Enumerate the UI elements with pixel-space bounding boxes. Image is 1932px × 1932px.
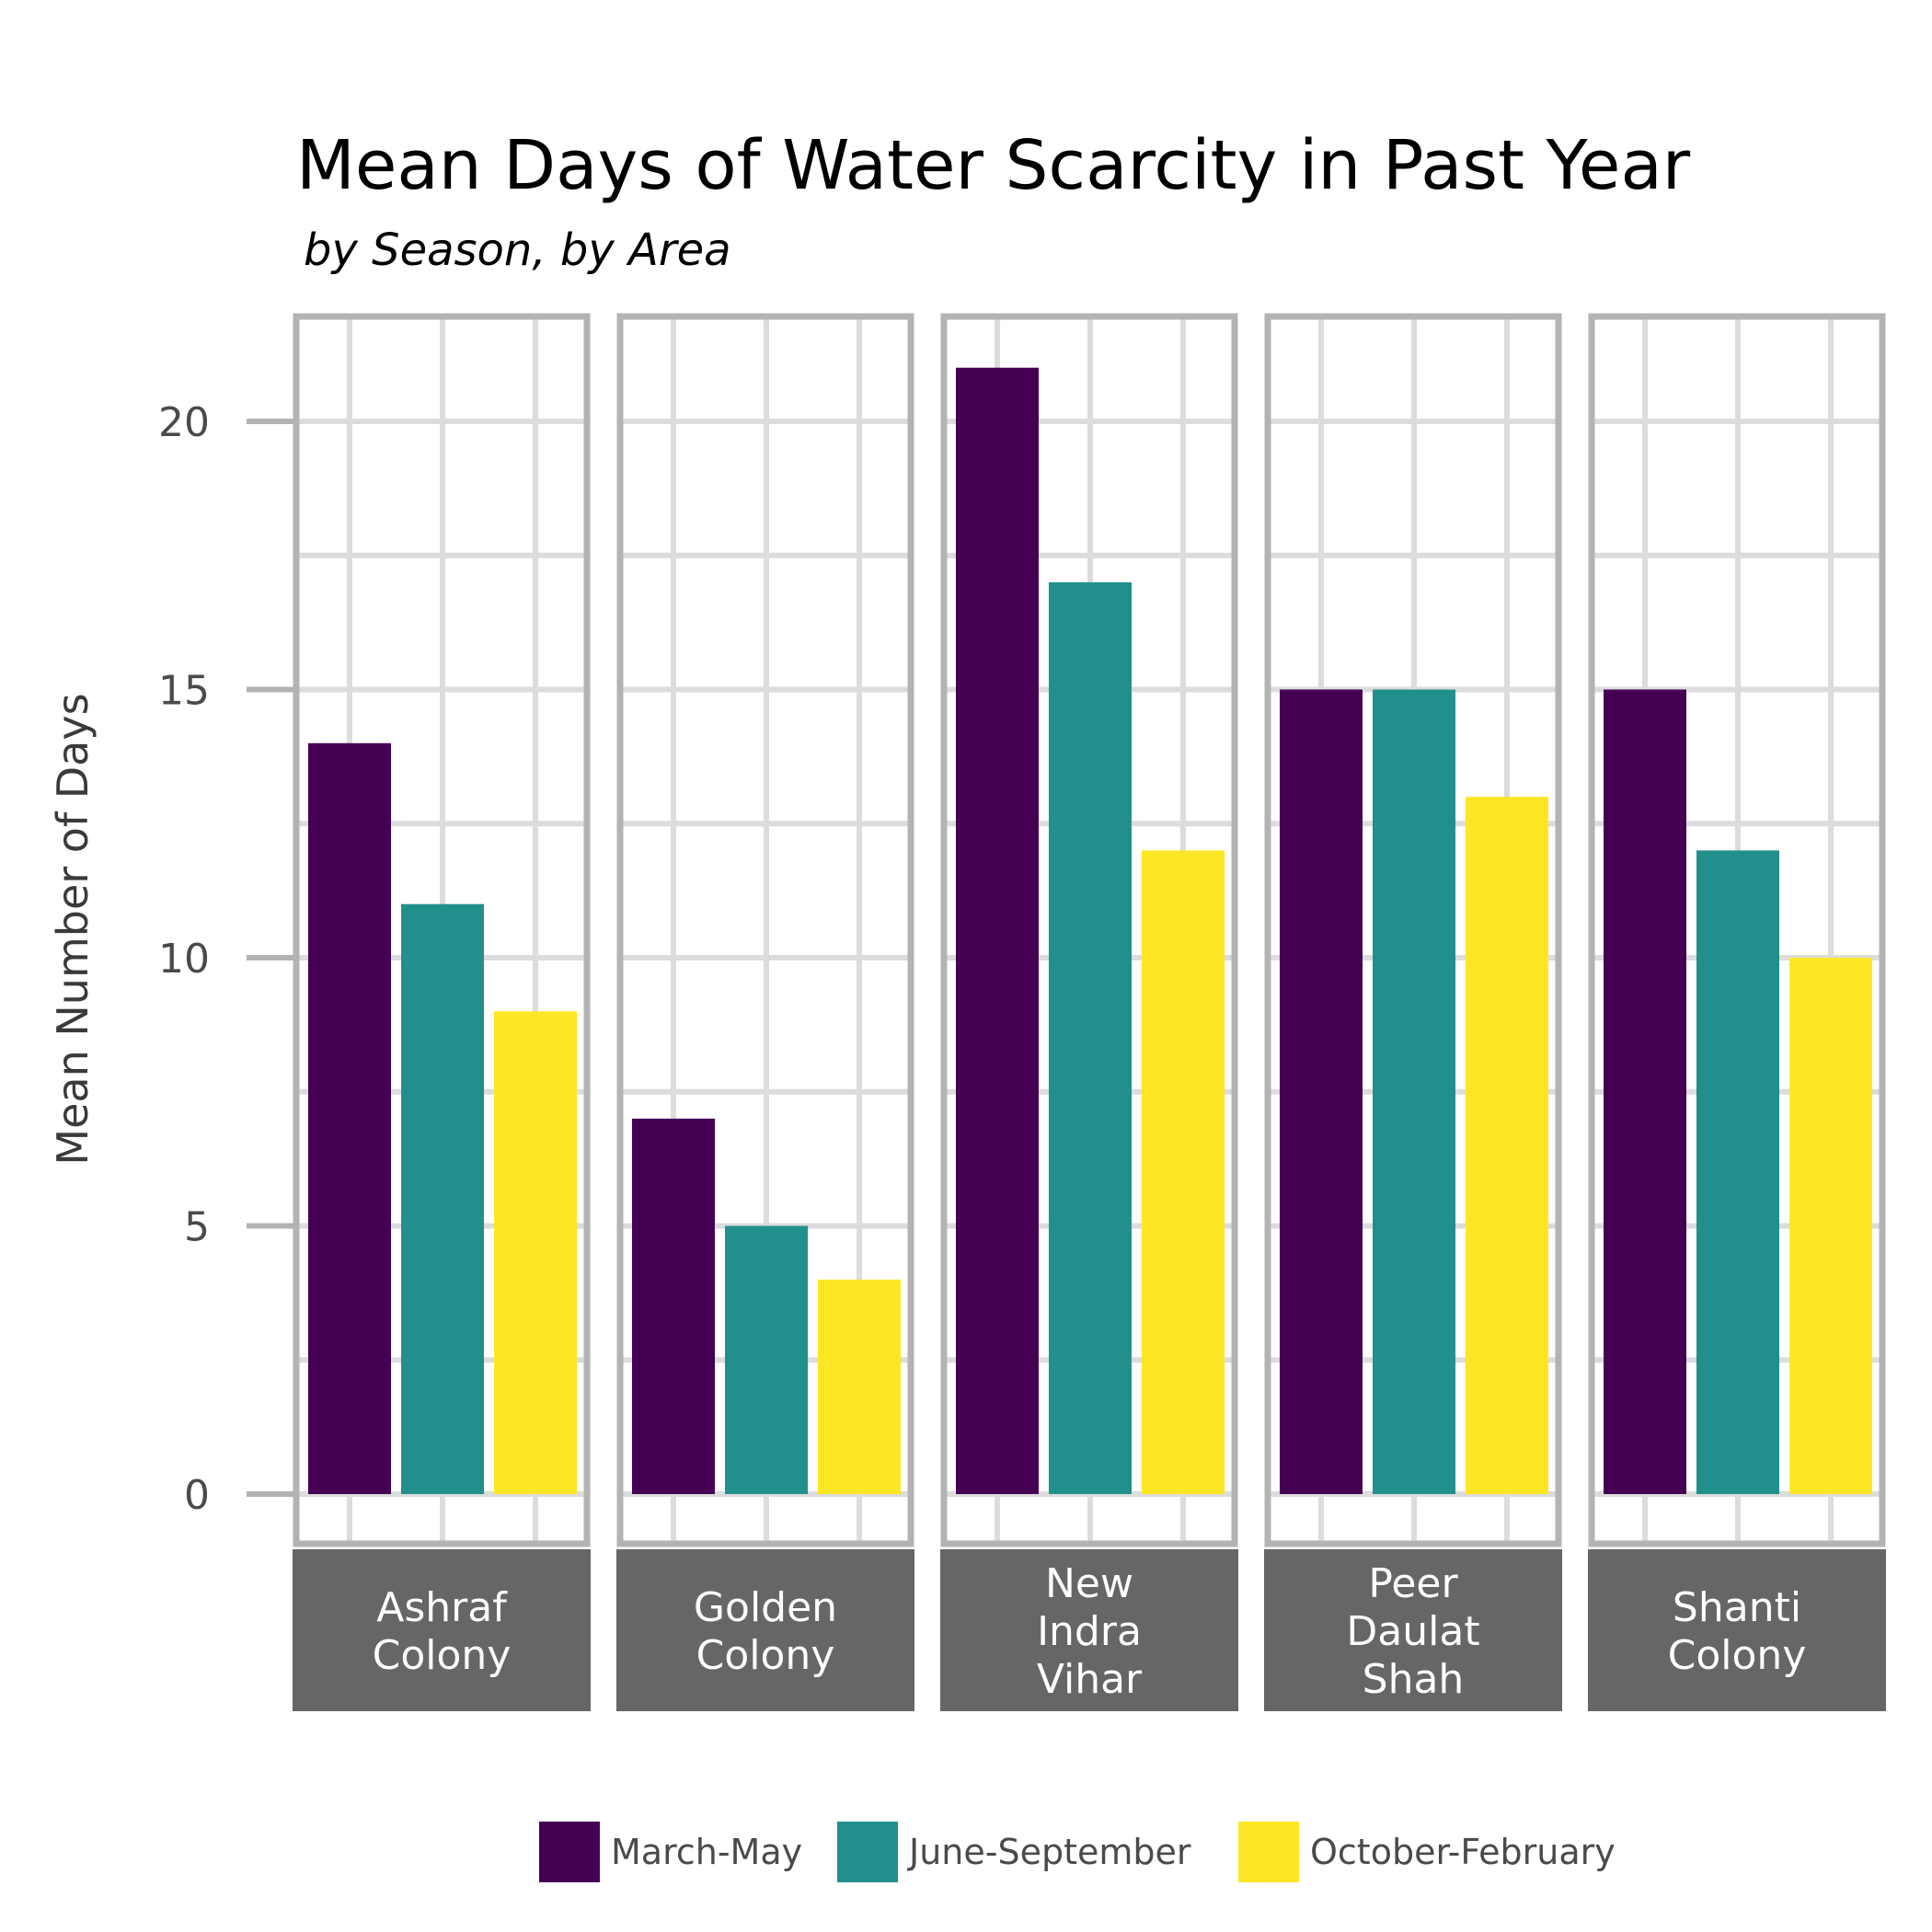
facet-strip [616, 1549, 914, 1711]
panel-border [940, 313, 1238, 1547]
panel-border [1264, 313, 1562, 1547]
bar [1604, 689, 1686, 1494]
legend-label: June-September [907, 1832, 1191, 1872]
bar [1789, 958, 1872, 1494]
facet-panel: Ashraf Colony [293, 313, 591, 1711]
bar [494, 1011, 577, 1494]
legend-swatch [1238, 1822, 1299, 1882]
panel-border [293, 313, 591, 1547]
facet-strip [940, 1549, 1238, 1711]
bar [725, 1225, 808, 1494]
y-tick-label: 15 [158, 668, 210, 715]
facet-strip [1588, 1549, 1886, 1711]
chart-title: Mean Days of Water Scarcity in Past Year [296, 126, 1691, 205]
y-tick-label: 0 [184, 1472, 210, 1519]
legend-swatch [539, 1822, 600, 1882]
bar [1142, 850, 1225, 1494]
bar [1280, 689, 1363, 1494]
facet-panel: Peer Daulat Shah [1264, 313, 1562, 1711]
bar [1696, 850, 1779, 1494]
legend: March-May June-September October-February [539, 1822, 1616, 1882]
y-tick-label: 20 [158, 399, 210, 446]
y-tick-label: 5 [184, 1204, 210, 1251]
y-axis: 0 5 10 15 20 [158, 399, 296, 1519]
bar [308, 742, 391, 1494]
facet-panel: Shanti Colony [1588, 313, 1886, 1711]
facet-panel: New Indra Vihar [940, 313, 1238, 1711]
bar [818, 1279, 901, 1494]
bar [956, 367, 1039, 1495]
panel-border [1588, 313, 1886, 1547]
facet-strip-label: Golden Colony [694, 1584, 837, 1679]
facet-strip-label: Shanti Colony [1668, 1584, 1807, 1679]
legend-label: March-May [611, 1832, 802, 1872]
bar [632, 1118, 715, 1494]
facet-strip [293, 1549, 591, 1711]
bar [401, 903, 484, 1494]
facet-strip-label: Ashraf Colony [373, 1584, 512, 1679]
legend-label: October-February [1310, 1832, 1616, 1872]
bar [1466, 797, 1548, 1494]
facet-strip-label: Peer Daulat Shah [1346, 1560, 1479, 1703]
facet-panel: Golden Colony [616, 313, 914, 1711]
bar [1373, 689, 1455, 1494]
y-axis-label: Mean Number of Days [48, 693, 98, 1165]
panel-border [616, 313, 914, 1547]
chart-subtitle: by Season, by Area [304, 224, 731, 276]
facet-strip [1264, 1549, 1562, 1711]
facet-strip-label: New Indra Vihar [1037, 1560, 1143, 1703]
bar [1049, 581, 1132, 1494]
y-tick-label: 10 [158, 936, 210, 983]
facet-panels: Ashraf Colony Golden Colony New Indra Vihar Pee… [293, 313, 1886, 1711]
legend-swatch [837, 1822, 898, 1882]
